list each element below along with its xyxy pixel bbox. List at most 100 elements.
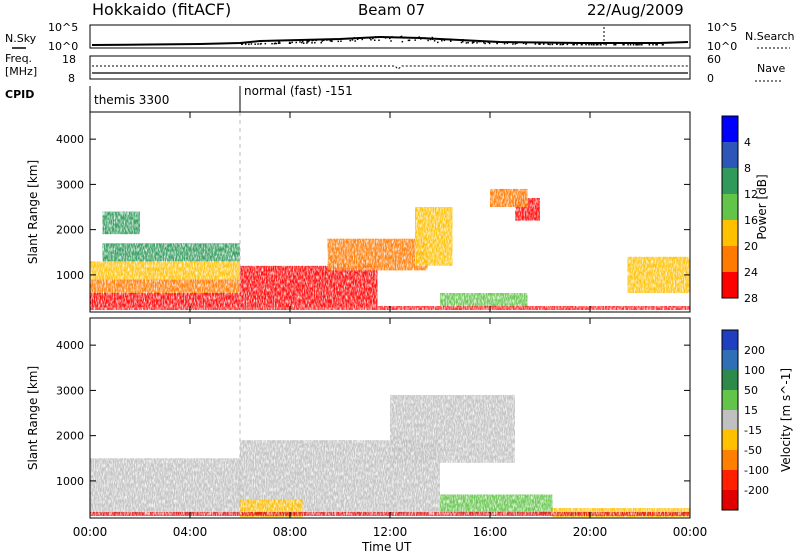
echo-region xyxy=(90,279,240,293)
nsearch-point xyxy=(567,44,569,46)
power-panel: 1000200030004000Slant Range [km]48121620… xyxy=(26,112,769,312)
nsearch-point xyxy=(331,39,333,41)
nsearch-point xyxy=(473,42,475,44)
colorbar-tick-label: 50 xyxy=(744,384,758,397)
nsearch-point xyxy=(451,38,453,40)
freq-tick-top: 18 xyxy=(62,53,76,66)
nsearch-point xyxy=(549,44,551,46)
y-tick-label: 4000 xyxy=(56,133,84,146)
x-axis-label: Time UT xyxy=(361,540,412,554)
nave-label: Nave xyxy=(757,62,785,75)
nsearch-point xyxy=(408,40,410,42)
nsearch-point xyxy=(442,38,444,40)
nsearch-point xyxy=(369,38,371,40)
nsearch-point xyxy=(274,43,276,45)
echo-region xyxy=(90,458,240,512)
nsearch-point xyxy=(627,44,629,46)
nsearch-point xyxy=(354,40,356,42)
nsearch-point xyxy=(359,37,361,39)
nsearch-point xyxy=(427,40,429,42)
colorbar-segment xyxy=(722,272,738,298)
nsearch-point xyxy=(322,39,324,41)
nsearch-point xyxy=(488,41,490,43)
colorbar-segment xyxy=(722,370,738,390)
nave-tick-bottom: 0 xyxy=(707,72,714,85)
echo-region xyxy=(440,494,553,512)
nsearch-point xyxy=(420,38,422,40)
nsearch-point xyxy=(655,44,657,46)
nsearch-point xyxy=(405,37,407,39)
colorbar-label: Velocity [m s^-1] xyxy=(779,368,793,472)
nsearch-point xyxy=(296,42,298,44)
nsearch-point xyxy=(633,44,635,46)
y-tick-label: 2000 xyxy=(56,430,84,443)
nsearch-point xyxy=(468,40,470,42)
echo-layer xyxy=(90,189,690,310)
nsearch-point xyxy=(352,39,354,41)
colorbar-tick-label: -50 xyxy=(744,444,762,457)
nsearch-point xyxy=(385,37,387,39)
nsearch-point xyxy=(641,44,643,46)
nsearch-point xyxy=(401,36,403,38)
echo-region xyxy=(490,189,528,207)
nsearch-point xyxy=(430,39,432,41)
nsearch-point xyxy=(462,39,464,41)
colorbar-tick-label: 8 xyxy=(744,162,751,175)
nsearch-point xyxy=(639,44,641,46)
y-tick-label: 3000 xyxy=(56,384,84,397)
nsearch-point xyxy=(391,36,393,38)
nsearch-point xyxy=(403,37,405,39)
nsearch-point xyxy=(257,43,259,45)
colorbar-tick-label: 20 xyxy=(744,240,758,253)
nsearch-point xyxy=(512,43,514,45)
nsearch-point xyxy=(466,42,468,44)
colorbar-tick-label: 28 xyxy=(744,292,758,305)
noise-tick-left-bottom: 10^0 xyxy=(48,40,78,53)
nsearch-point xyxy=(480,41,482,43)
nsearch-point xyxy=(347,38,349,40)
nsearch-point xyxy=(302,40,304,42)
x-tick-label: 04:00 xyxy=(173,525,208,539)
nsearch-point xyxy=(245,43,247,45)
nsearch-point xyxy=(378,40,380,42)
nsearch-point xyxy=(414,39,416,41)
echo-region xyxy=(328,239,428,271)
nsearch-point xyxy=(472,40,474,42)
nave-tick-top: 60 xyxy=(707,53,721,66)
echo-region xyxy=(628,257,691,293)
y-tick-label: 2000 xyxy=(56,224,84,237)
cpid-name-0: themis 3300 xyxy=(94,93,169,107)
nsearch-point xyxy=(576,44,578,46)
colorbar-tick-label: 15 xyxy=(744,404,758,417)
nsearch-point xyxy=(588,44,590,46)
colorbar-tick-label: 200 xyxy=(744,344,765,357)
nsearch-point xyxy=(308,40,310,42)
nsearch-point xyxy=(315,40,317,42)
nsearch-point xyxy=(311,40,313,42)
freq-label-1: Freq. xyxy=(5,52,32,65)
nsearch-point xyxy=(437,42,439,44)
nsearch-point xyxy=(311,42,313,44)
colorbar-segment xyxy=(722,470,738,490)
nsearch-point xyxy=(271,43,273,45)
echo-region xyxy=(90,261,240,279)
nsearch-point xyxy=(560,44,562,46)
beam-title: Beam 07 xyxy=(358,1,425,19)
colorbar-tick-label: 100 xyxy=(744,364,765,377)
nsearch-point xyxy=(552,44,554,46)
nsearch-point xyxy=(502,42,504,44)
colorbar-segment xyxy=(722,330,738,350)
colorbar-tick-label: 4 xyxy=(744,136,751,149)
nsearch-point xyxy=(326,39,328,41)
nsearch-point xyxy=(248,44,250,46)
nsearch-point xyxy=(652,44,654,46)
date-title: 22/Aug/2009 xyxy=(587,1,684,19)
nave-trace xyxy=(92,66,688,69)
nsearch-point xyxy=(260,43,262,45)
cpid-row: themis 3300normal (fast) -151 xyxy=(90,84,353,112)
nsearch-point xyxy=(336,38,338,40)
nsearch-point xyxy=(390,40,392,42)
time-axis: 00:00 04:00 08:00 12:00 16:00 20:00 00:00 xyxy=(73,525,708,539)
nsearch-point xyxy=(418,36,420,38)
colorbar-segment xyxy=(722,142,738,168)
